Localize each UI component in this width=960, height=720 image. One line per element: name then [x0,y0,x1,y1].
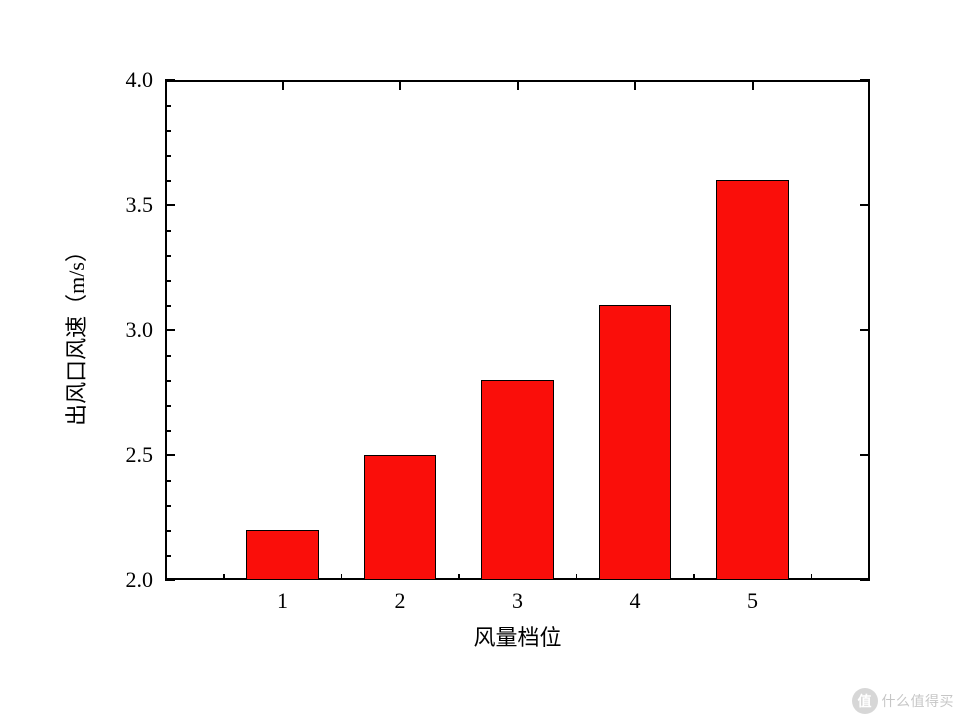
y-tick-major [165,579,175,581]
x-tick-minor [458,574,460,580]
x-tick-label: 3 [498,588,538,614]
bar [246,530,319,580]
x-tick-minor [693,574,695,580]
x-tick-label: 5 [733,588,773,614]
x-tick-minor [811,574,813,580]
y-tick-minor [165,405,171,407]
y-tick-minor [165,305,171,307]
y-tick-label: 3.5 [126,192,154,218]
x-tick-major [752,80,754,90]
y-tick-minor [165,230,171,232]
x-tick-major [282,80,284,90]
x-tick-minor [576,574,578,580]
x-tick-label: 4 [615,588,655,614]
y-tick-major [860,329,870,331]
x-tick-minor [341,574,343,580]
bar [716,180,789,580]
y-tick-minor [165,155,171,157]
x-tick-major [634,80,636,90]
y-tick-major [165,329,175,331]
bar [599,305,672,580]
y-tick-label: 3.0 [126,317,154,343]
y-tick-minor [165,505,171,507]
x-tick-major [517,80,519,90]
y-tick-major [860,79,870,81]
y-tick-minor [165,555,171,557]
watermark: 值 什么值得买 [852,688,955,714]
x-tick-major [399,80,401,90]
y-tick-minor [165,530,171,532]
y-tick-minor [165,480,171,482]
y-axis-label: 出风口风速（m/s） [59,233,91,433]
bar [481,380,554,580]
x-axis-label: 风量档位 [458,620,578,652]
y-tick-major [165,204,175,206]
x-tick-minor [223,574,225,580]
y-tick-minor [165,180,171,182]
y-tick-minor [165,355,171,357]
watermark-badge-icon: 值 [852,688,878,714]
y-tick-major [860,204,870,206]
y-tick-minor [165,105,171,107]
y-tick-label: 4.0 [126,67,154,93]
x-tick-label: 1 [263,588,303,614]
y-tick-major [860,579,870,581]
y-tick-minor [165,255,171,257]
watermark-text: 什么值得买 [882,691,955,711]
x-tick-label: 2 [380,588,420,614]
chart-container: 2.0 2.5 3.0 3.5 4.0 1 2 3 4 5 风量档位 出风口风速（m/s） 值 什么值… [0,0,960,720]
y-tick-minor [165,130,171,132]
y-tick-minor [165,380,171,382]
y-tick-major [165,79,175,81]
y-tick-minor [165,280,171,282]
bar [364,455,437,580]
y-tick-label: 2.0 [126,567,154,593]
y-tick-minor [165,430,171,432]
y-tick-major [860,454,870,456]
y-tick-major [165,454,175,456]
y-tick-label: 2.5 [126,442,154,468]
